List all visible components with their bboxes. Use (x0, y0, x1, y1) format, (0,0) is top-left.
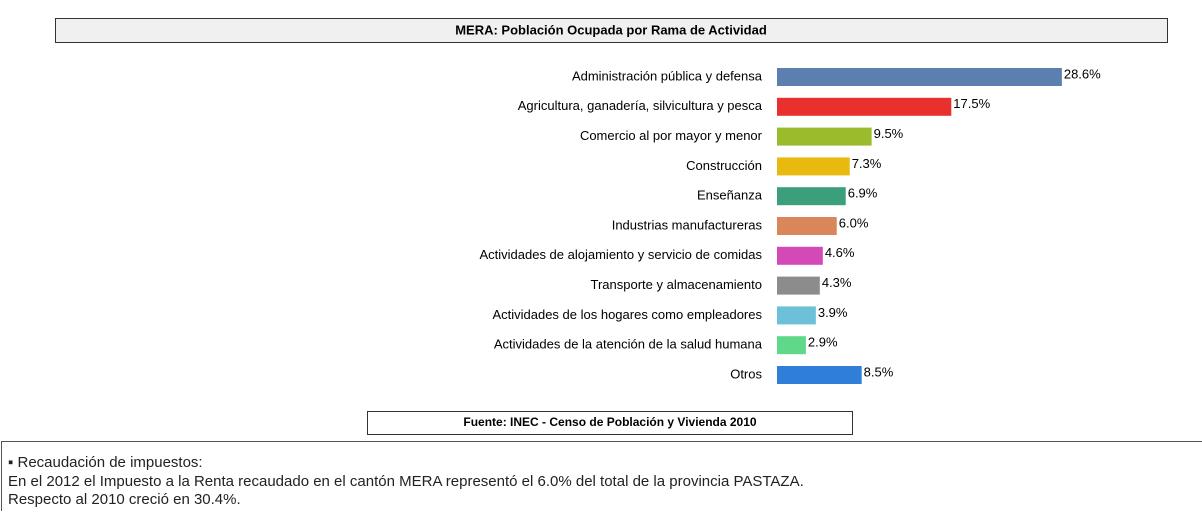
category-label: Industrias manufactureras (612, 217, 763, 232)
value-label: 4.3% (822, 275, 852, 290)
value-label: 3.9% (818, 305, 848, 320)
category-label: Actividades de la atención de la salud h… (494, 337, 763, 352)
note-line: Respecto al 2010 creció en 30.4%. (8, 491, 241, 508)
bar (777, 98, 951, 116)
value-label: 17.5% (953, 96, 990, 111)
category-label: Actividades de alojamiento y servicio de… (479, 247, 762, 262)
bar (777, 187, 846, 205)
category-label: Comercio al por mayor y menor (580, 128, 763, 143)
value-label: 6.0% (839, 215, 869, 230)
bar (777, 247, 823, 265)
bar (777, 336, 806, 354)
category-label: Agricultura, ganadería, silvicultura y p… (518, 98, 763, 113)
value-label: 8.5% (864, 364, 894, 379)
category-label: Otros (730, 366, 762, 381)
category-label: Administración pública y defensa (572, 68, 763, 83)
value-label: 9.5% (874, 126, 904, 141)
source: Fuente: INEC - Censo de Población y Vivi… (463, 415, 757, 429)
value-label: 2.9% (808, 335, 838, 350)
value-label: 7.3% (852, 156, 882, 171)
bar (777, 306, 816, 324)
bar (777, 128, 872, 146)
category-label: Construcción (686, 158, 762, 173)
category-label: Transporte y almacenamiento (591, 277, 763, 292)
value-label: 4.6% (825, 245, 855, 260)
category-label: Enseñanza (697, 188, 763, 203)
value-label: 28.6% (1064, 66, 1101, 81)
bar (777, 366, 862, 384)
bar (777, 277, 820, 295)
note-line: En el 2012 el Impuesto a la Renta recaud… (8, 473, 804, 490)
chart-title: MERA: Población Ocupada por Rama de Acti… (455, 22, 767, 37)
bar (777, 68, 1062, 86)
value-label: 6.9% (848, 186, 878, 201)
category-label: Actividades de los hogares como empleado… (492, 307, 762, 322)
bar (777, 157, 850, 175)
note-heading: ▪ Recaudación de impuestos: (8, 454, 203, 471)
bar (777, 217, 837, 235)
